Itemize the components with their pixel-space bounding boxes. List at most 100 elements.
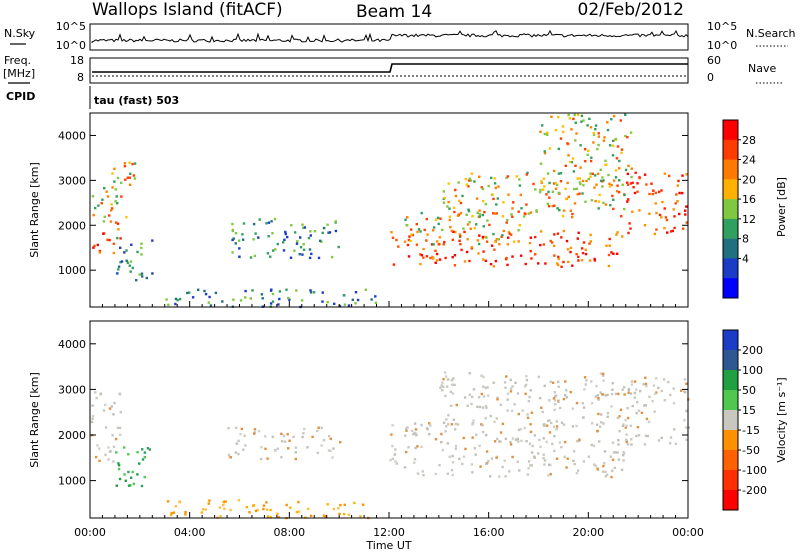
range-cell [229, 456, 232, 459]
range-cell [309, 234, 312, 237]
range-cell [546, 172, 550, 175]
range-cell [332, 507, 335, 511]
range-cell [91, 417, 94, 420]
range-cell [542, 453, 545, 456]
range-cell [645, 384, 648, 388]
range-cell [309, 291, 313, 294]
range-cell [571, 264, 574, 267]
range-cell [414, 446, 417, 450]
range-cell [553, 204, 556, 207]
range-cell [126, 176, 129, 179]
range-cell [546, 131, 549, 134]
velocity-colorbar-blocks [723, 330, 738, 511]
range-cell [244, 296, 247, 299]
range-cell [476, 239, 479, 242]
range-cell [208, 499, 211, 502]
range-cell [285, 503, 288, 507]
range-cell [374, 301, 378, 304]
range-cell [544, 262, 547, 265]
range-cell [626, 200, 629, 203]
range-cell [127, 470, 130, 474]
range-cell [555, 183, 559, 186]
range-cell [406, 243, 410, 247]
range-cell [306, 446, 309, 449]
range-cell [269, 516, 272, 519]
range-cell [560, 236, 563, 239]
range-cell [614, 176, 618, 179]
range-cell [663, 399, 666, 402]
range-cell [569, 209, 572, 212]
range-cell [518, 224, 521, 227]
nave-tick-top: 60 [707, 54, 721, 67]
range-cell [525, 378, 529, 382]
range-cell [552, 397, 556, 400]
range-cell [559, 406, 562, 410]
range-cell [459, 242, 462, 246]
range-cell [495, 417, 498, 420]
range-cell [452, 230, 455, 233]
range-cell [621, 424, 625, 428]
range-cell [620, 215, 623, 218]
range-cell [639, 389, 642, 393]
range-cell [632, 186, 635, 189]
range-cell [684, 209, 687, 212]
range-cell [648, 192, 651, 196]
range-cell [419, 230, 422, 233]
range-cell [511, 455, 514, 459]
range-cell [620, 148, 624, 151]
range-cell [271, 300, 275, 303]
range-cell [167, 303, 170, 307]
range-cell [557, 115, 560, 119]
range-cell [257, 236, 260, 239]
colorbar-tick-label: 50 [742, 384, 756, 397]
range-cell [461, 462, 464, 466]
range-cell [294, 446, 298, 449]
range-cell [436, 240, 439, 243]
range-cell [106, 195, 110, 198]
range-cell [442, 385, 445, 389]
range-cell [652, 384, 656, 387]
range-cell [619, 119, 622, 122]
range-cell [109, 220, 113, 223]
range-cell [234, 232, 238, 235]
range-cell [262, 504, 266, 507]
range-cell [303, 226, 307, 229]
range-cell [415, 243, 419, 246]
range-cell [580, 120, 583, 123]
range-cell [655, 211, 658, 215]
range-cell [469, 227, 472, 230]
range-cell [480, 392, 483, 396]
range-cell [282, 241, 285, 244]
range-cell [529, 211, 533, 214]
range-cell [231, 251, 234, 254]
range-cell [557, 147, 560, 151]
range-cell [637, 434, 641, 437]
range-cell [660, 189, 663, 192]
range-cell [397, 245, 400, 248]
range-cell [621, 235, 624, 238]
range-cell [548, 463, 551, 466]
range-cell [128, 161, 131, 164]
range-cell [554, 187, 558, 190]
velocity-colorbar-ticks: 200 100 50 15 -15 -50 -100 -200 [738, 344, 767, 497]
range-cell [408, 235, 411, 238]
range-cell [596, 467, 599, 470]
range-cell [475, 223, 478, 226]
range-cell [491, 193, 494, 196]
range-cell [446, 442, 449, 445]
range-cell [354, 291, 358, 294]
range-cell [478, 405, 482, 409]
y-tick-label: 2000 [58, 219, 86, 232]
range-cell [302, 243, 305, 246]
range-cell [467, 179, 471, 182]
range-cell [685, 205, 688, 208]
range-cell [395, 462, 398, 465]
range-cell [616, 252, 619, 255]
range-cell [615, 233, 618, 236]
colorbar-tick-label: 16 [742, 193, 756, 206]
range-cell [311, 435, 314, 439]
colorbar-block [723, 120, 738, 141]
range-cell [509, 387, 513, 390]
range-cell [629, 227, 632, 230]
range-cell [612, 207, 615, 211]
